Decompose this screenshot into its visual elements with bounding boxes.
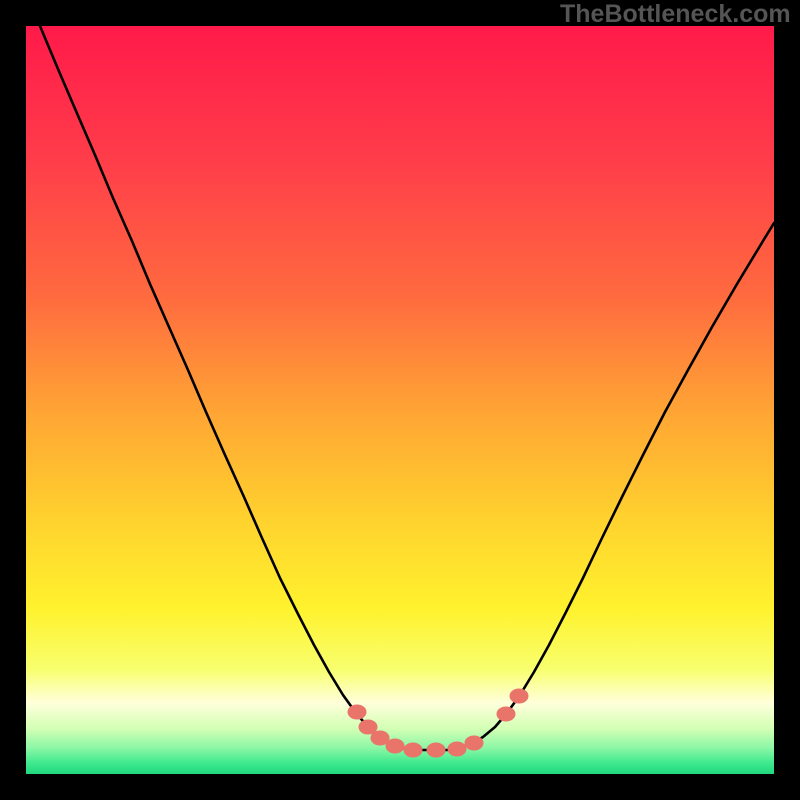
chart-frame	[0, 0, 800, 800]
canvas: TheBottleneck.com	[0, 0, 800, 800]
watermark-text: TheBottleneck.com	[560, 0, 791, 29]
